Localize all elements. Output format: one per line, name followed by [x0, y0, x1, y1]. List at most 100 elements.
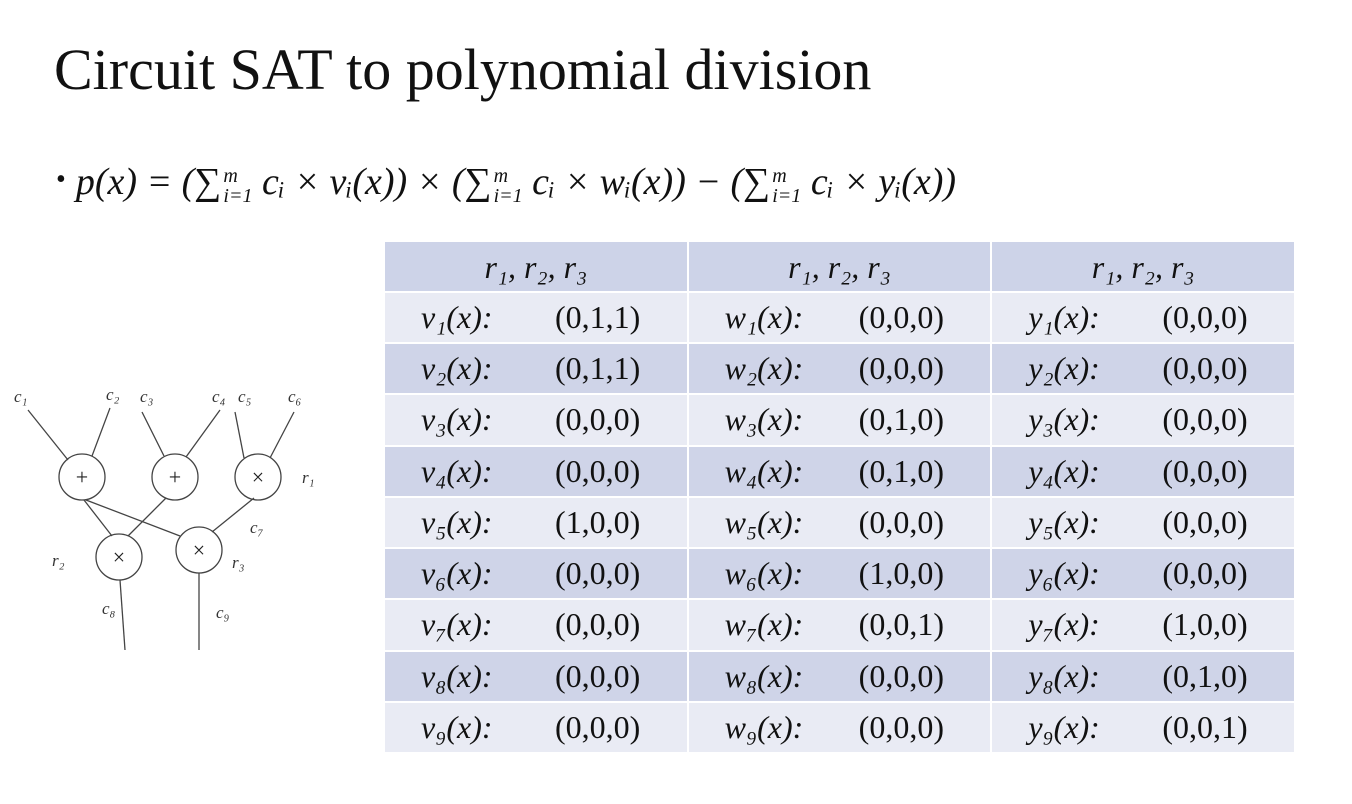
cell-label: v₈(x): — [421, 657, 493, 694]
table-cell: v₅(x): (1,0,0) — [385, 497, 689, 550]
cell-label: y₅(x): — [1028, 503, 1100, 540]
table-cell: w₉(x): (0,0,0) — [688, 702, 993, 754]
cell-label: y₈(x): — [1028, 657, 1100, 694]
cell-label: w₅(x): — [724, 503, 804, 540]
cell-value: (1,0,0) — [1162, 606, 1248, 643]
wire — [119, 579, 126, 651]
cell-label: w₉(x): — [724, 708, 804, 745]
sum-symbol: ∑ — [194, 161, 222, 203]
cell-value: (0,0,0) — [1162, 452, 1248, 489]
table-cell: y₆(x): (0,0,0) — [992, 549, 1296, 601]
cell-value: (0,0,0) — [555, 606, 641, 643]
cell-value: (0,1,0) — [858, 401, 944, 438]
table-cell: y₂(x): (0,0,0) — [992, 344, 1296, 396]
cell-value: (0,0,0) — [555, 401, 641, 438]
cell-label: w₃(x): — [724, 401, 804, 438]
table-cell: w₅(x): (0,0,0) — [688, 497, 993, 550]
table-cell: y₁(x): (0,0,0) — [992, 293, 1296, 345]
cell-value: (0,0,1) — [858, 606, 944, 643]
table-cell: w₆(x): (1,0,0) — [688, 549, 993, 601]
wire — [234, 411, 245, 459]
wire — [85, 499, 181, 537]
sum-upper: m — [493, 165, 509, 187]
table-cell: y₇(x): (1,0,0) — [992, 600, 1296, 652]
wire — [269, 411, 295, 459]
cell-label: y₂(x): — [1028, 350, 1100, 387]
wire — [27, 409, 69, 461]
cell-label: w₄(x): — [724, 452, 804, 489]
cell-label: y₄(x): — [1028, 452, 1100, 489]
gate-symbol: × — [193, 538, 205, 563]
circuit-label: c₉ — [216, 603, 230, 622]
circuit-label: c₁ — [14, 387, 27, 406]
cell-value: (0,0,0) — [555, 452, 641, 489]
circuit-label: r₃ — [232, 553, 245, 572]
wire — [185, 409, 221, 458]
cell-label: y₇(x): — [1028, 606, 1100, 643]
header-cell: r₁, r₂, r₃ — [688, 242, 993, 293]
circuit-label: c₆ — [288, 387, 302, 406]
cell-value: (0,0,0) — [1162, 401, 1248, 438]
formula-text: cᵢ × wᵢ(x)) − ( — [522, 161, 744, 203]
cell-label: y₃(x): — [1028, 401, 1100, 438]
circuit-label: c₂ — [106, 385, 120, 404]
cell-value: (0,0,0) — [555, 555, 641, 592]
table-cell: v₃(x): (0,0,0) — [385, 395, 689, 447]
table-cell: w₈(x): (0,0,0) — [688, 651, 993, 703]
table-cell: w₇(x): (0,0,1) — [688, 600, 993, 652]
formula-text: cᵢ × vᵢ(x)) × ( — [252, 161, 465, 203]
cell-value: (0,0,0) — [858, 657, 944, 694]
cell-label: w₈(x): — [724, 657, 804, 694]
gate — [234, 453, 282, 501]
header-cell: r₁, r₂, r₃ — [385, 242, 689, 293]
formula-text: p(x) = ( — [75, 161, 195, 203]
cell-value: (0,0,1) — [1162, 708, 1248, 745]
sum-upper: m — [772, 165, 787, 187]
cell-value: (1,0,0) — [858, 555, 944, 592]
cell-label: w₁(x): — [724, 299, 804, 335]
cell-label: y₉(x): — [1028, 708, 1100, 745]
gate — [58, 453, 106, 501]
cell-value: (0,0,0) — [1162, 299, 1248, 335]
formula: • p(x) = (∑ m i=1 cᵢ × vᵢ(x)) × (∑ m i=1 cᵢ ×… — [56, 160, 956, 206]
cell-value: (0,0,0) — [858, 299, 944, 335]
sum-limits: m i=1 — [772, 166, 801, 206]
cell-label: v₇(x): — [421, 606, 493, 643]
cell-label: v₄(x): — [421, 452, 493, 489]
table-cell: w₁(x): (0,0,0) — [688, 293, 993, 345]
sum-symbol: ∑ — [743, 161, 771, 203]
cell-label: v₂(x): — [421, 350, 493, 387]
wire — [127, 497, 167, 537]
sum-symbol: ∑ — [464, 161, 492, 203]
circuit-label: c₇ — [250, 518, 264, 537]
gate — [175, 526, 223, 574]
sum-upper: m — [223, 165, 238, 187]
cell-label: v₆(x): — [421, 555, 493, 592]
sum-limits: m i=1 — [223, 166, 252, 206]
cell-label: w₂(x): — [724, 350, 804, 387]
circuit-label: c₅ — [238, 387, 252, 406]
table-cell: v₄(x): (0,0,0) — [385, 446, 689, 498]
table-cell: y₉(x): (0,0,1) — [992, 702, 1296, 754]
wire — [83, 499, 113, 537]
cell-value: (0,1,0) — [1162, 657, 1248, 694]
cell-label: y₆(x): — [1028, 555, 1100, 592]
header-cell: r₁, r₂, r₃ — [992, 242, 1296, 293]
cell-label: w₆(x): — [724, 555, 804, 592]
circuit-label: r₁ — [302, 468, 315, 487]
gate — [95, 533, 143, 581]
cell-label: v₃(x): — [421, 401, 493, 438]
cell-value: (0,0,0) — [555, 708, 641, 745]
cell-value: (0,1,0) — [858, 452, 944, 489]
table-cell: v₂(x): (0,1,1) — [385, 344, 689, 396]
wire — [91, 407, 111, 457]
cell-label: v₅(x): — [421, 503, 493, 540]
table-cell: y₃(x): (0,0,0) — [992, 395, 1296, 447]
gate — [151, 453, 199, 501]
sum-lower: i=1 — [493, 185, 523, 207]
bullet: • — [56, 164, 66, 195]
cell-value: (0,0,0) — [858, 503, 944, 540]
gate-symbol: + — [169, 465, 181, 490]
table-cell: w₃(x): (0,1,0) — [688, 395, 993, 447]
gate-symbol: + — [76, 465, 88, 490]
